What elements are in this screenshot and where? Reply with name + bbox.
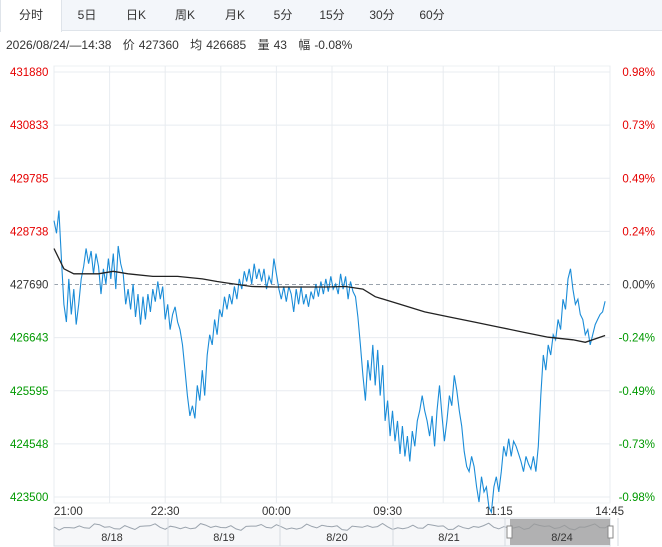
y-tick-label: 428738 (10, 226, 48, 238)
navigator-window[interactable] (510, 519, 610, 545)
avg-price-line (53, 248, 606, 343)
change-label: 幅 (298, 38, 311, 52)
tab-period-5[interactable]: 5分 (273, 8, 293, 22)
pct-tick-label: 0.00% (622, 280, 655, 292)
pct-tick-label: -0.49% (619, 386, 655, 398)
x-tick-label: 21:00 (54, 506, 83, 518)
tab-period-8[interactable]: 60分 (419, 8, 445, 22)
y-tick-label: 429785 (10, 173, 48, 185)
tab-intraday[interactable]: 分时 (0, 0, 62, 32)
navigator-day-label: 8/19 (213, 532, 234, 544)
volume-value: 43 (273, 38, 287, 52)
tab-period-6[interactable]: 15分 (319, 8, 345, 22)
x-tick-label: 22:30 (151, 506, 180, 518)
y-tick-label: 427690 (10, 280, 48, 292)
pct-tick-label: 0.98% (622, 67, 655, 79)
y-tick-label: 423500 (10, 492, 48, 504)
navigator-handle-left[interactable] (506, 525, 513, 539)
tab-period-1[interactable]: 5日 (77, 8, 97, 22)
tab-period-4[interactable]: 月K (224, 8, 245, 22)
quote-datetime: 2026/08/24/—14:38 (6, 38, 112, 52)
x-tick-label: 00:00 (262, 506, 291, 518)
y-tick-label: 426643 (10, 333, 48, 345)
pct-tick-label: 0.73% (622, 120, 655, 132)
pct-tick-label: -0.98% (619, 492, 655, 504)
x-tick-label: 14:45 (595, 506, 624, 518)
pct-tick-label: -0.24% (619, 333, 655, 345)
price-label: 价 (122, 38, 135, 52)
y-tick-label: 430833 (10, 120, 48, 132)
x-tick-label: 09:30 (373, 506, 402, 518)
quote-info-line: 2026/08/24/—14:38 价 427360 均 426685 量 43 幅-… (6, 36, 360, 54)
tab-period-7[interactable]: 30分 (369, 8, 395, 22)
y-tick-label: 425595 (10, 386, 48, 398)
pct-tick-label: -0.73% (619, 439, 655, 451)
tab-period-2[interactable]: 日K (125, 8, 146, 22)
price-line (53, 210, 606, 515)
avg-value: 426685 (206, 38, 247, 52)
y-tick-label: 431880 (10, 67, 48, 79)
pct-tick-label: 0.24% (622, 226, 655, 238)
pct-tick-label: 0.49% (622, 173, 655, 185)
y-tick-label: 424548 (10, 439, 48, 451)
change-value: -0.08% (314, 38, 353, 52)
avg-label: 均 (190, 38, 203, 52)
period-tab-bar: 分时 5日 日K 周K 月K 5分 15分 30分 60分 (0, 0, 662, 32)
navigator-day-label: 8/24 (551, 532, 572, 544)
navigator-day-label: 8/18 (101, 532, 122, 544)
navigator-handle-right[interactable] (607, 525, 614, 539)
navigator-day-label: 8/20 (326, 532, 347, 544)
tab-period-3[interactable]: 周K (174, 8, 195, 22)
navigator-day-label: 8/21 (438, 532, 459, 544)
price-value: 427360 (138, 38, 179, 52)
volume-label: 量 (257, 38, 270, 52)
